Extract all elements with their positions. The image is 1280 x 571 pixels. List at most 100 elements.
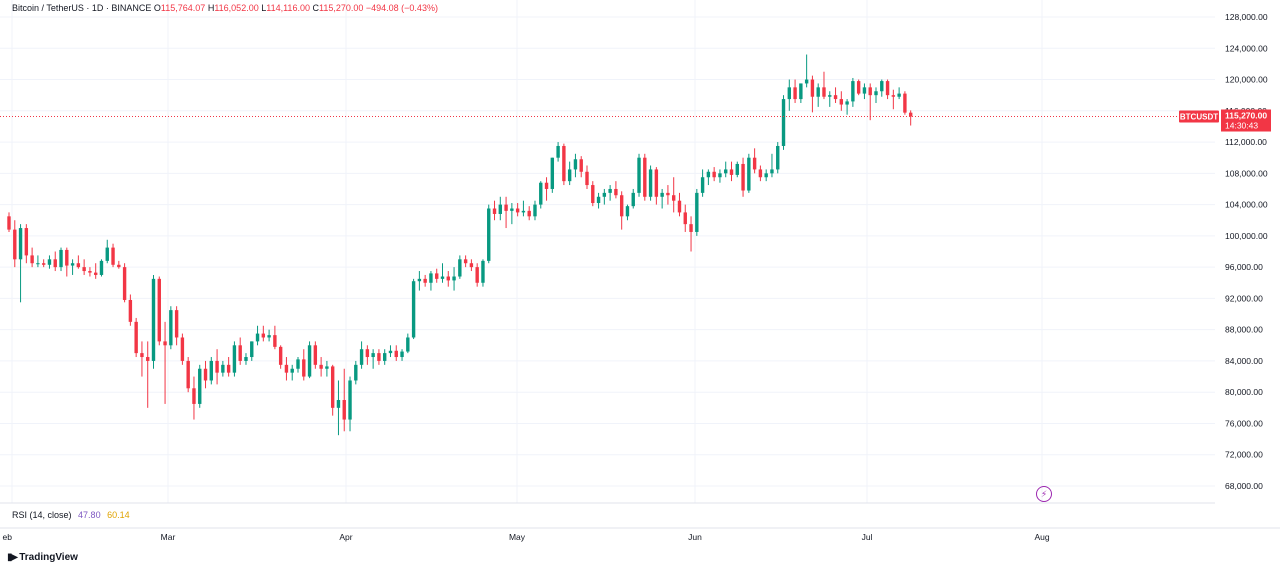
rsi-value: 47.80 xyxy=(78,510,101,520)
candle xyxy=(255,325,260,346)
candle xyxy=(752,148,757,174)
candle xyxy=(302,349,306,381)
open-value: 115,764.07 xyxy=(160,3,206,13)
candle xyxy=(712,167,716,182)
tradingview-logo[interactable]: ▮▶ TradingView xyxy=(7,552,78,563)
candle xyxy=(816,83,820,107)
candle xyxy=(741,157,745,197)
y-tick-label: 76,000.00 xyxy=(1225,418,1263,428)
candle xyxy=(463,255,468,268)
candle xyxy=(192,376,196,420)
candle xyxy=(469,259,474,272)
candle xyxy=(672,177,676,213)
candle xyxy=(365,345,370,365)
candle xyxy=(683,204,687,232)
price-tag-value-bg xyxy=(1221,109,1271,132)
candle xyxy=(65,247,69,277)
low-value: 114,116.00 xyxy=(266,3,310,13)
candle xyxy=(874,87,878,103)
candle xyxy=(417,271,422,291)
candle xyxy=(533,200,537,221)
candle xyxy=(435,268,439,283)
x-axis: eb Mar Apr May Jun Jul Aug xyxy=(3,532,1050,542)
candle xyxy=(174,306,179,346)
candle xyxy=(117,260,121,269)
rsi-legend[interactable]: RSI (14, close) 47.80 60.14 xyxy=(12,509,130,521)
candle xyxy=(284,357,289,381)
candle xyxy=(146,341,150,408)
candle xyxy=(689,216,693,252)
candle xyxy=(602,188,607,205)
price-tag-symbol-bg xyxy=(1179,110,1219,123)
candle xyxy=(804,54,809,88)
close-label: C xyxy=(312,3,319,13)
y-tick-label: 128,000.00 xyxy=(1225,12,1268,22)
rsi-ma-value: 60.14 xyxy=(107,510,130,520)
chart-legend: Bitcoin / TetherUS · 1D · BINANCE O115,7… xyxy=(12,2,438,14)
candle xyxy=(226,357,231,377)
candle xyxy=(862,83,867,100)
candle xyxy=(47,255,52,269)
y-tick-label: 88,000.00 xyxy=(1225,325,1263,335)
candle xyxy=(833,87,838,103)
candle xyxy=(411,278,416,340)
candle xyxy=(336,380,341,436)
candle xyxy=(608,185,612,201)
candle xyxy=(718,169,722,183)
candle xyxy=(30,247,34,268)
candle xyxy=(429,271,433,291)
candle xyxy=(359,341,364,369)
candle xyxy=(122,263,127,303)
candle xyxy=(169,306,173,350)
candle xyxy=(7,212,11,232)
y-tick-label: 96,000.00 xyxy=(1225,262,1263,272)
candle xyxy=(278,345,283,369)
candle xyxy=(579,156,583,178)
candle xyxy=(839,91,844,111)
candle xyxy=(53,251,57,272)
candle xyxy=(261,325,266,342)
candle xyxy=(810,75,815,113)
candle xyxy=(492,200,497,221)
rsi-label: RSI (14, close) xyxy=(12,510,72,520)
candle xyxy=(648,165,653,201)
candle xyxy=(695,188,699,236)
candle xyxy=(614,181,618,199)
y-tick-label: 124,000.00 xyxy=(1225,43,1268,53)
candle xyxy=(446,271,450,287)
candle xyxy=(619,191,624,230)
candle xyxy=(330,364,335,416)
high-value: 116,052.00 xyxy=(214,3,259,13)
candle xyxy=(828,91,832,107)
candle xyxy=(273,325,277,350)
candle xyxy=(729,161,734,182)
lightning-icon[interactable]: ⚡ xyxy=(1036,486,1052,502)
candle xyxy=(880,79,884,97)
change-value: −494.08 (−0.43%) xyxy=(365,3,438,13)
candle xyxy=(180,333,185,365)
candle xyxy=(18,224,23,303)
candle xyxy=(521,200,526,217)
candle xyxy=(423,274,427,287)
candle xyxy=(567,161,572,186)
close-value: 115,270.00 xyxy=(318,3,364,13)
symbol-title[interactable]: Bitcoin / TetherUS · 1D · BINANCE xyxy=(12,3,152,13)
candle xyxy=(781,95,786,150)
candle xyxy=(313,341,318,369)
candle xyxy=(585,165,589,189)
candle xyxy=(591,181,595,207)
candle xyxy=(388,345,393,358)
candle xyxy=(498,196,502,221)
candle xyxy=(377,349,381,365)
candle xyxy=(186,357,190,393)
candle xyxy=(550,157,555,193)
candle xyxy=(354,360,358,385)
y-tick-label: 108,000.00 xyxy=(1225,168,1268,178)
candle xyxy=(221,360,225,377)
y-tick-label: 72,000.00 xyxy=(1225,450,1263,460)
candle xyxy=(885,79,890,100)
candle xyxy=(527,206,531,221)
candle xyxy=(267,329,271,342)
candle xyxy=(140,341,144,377)
